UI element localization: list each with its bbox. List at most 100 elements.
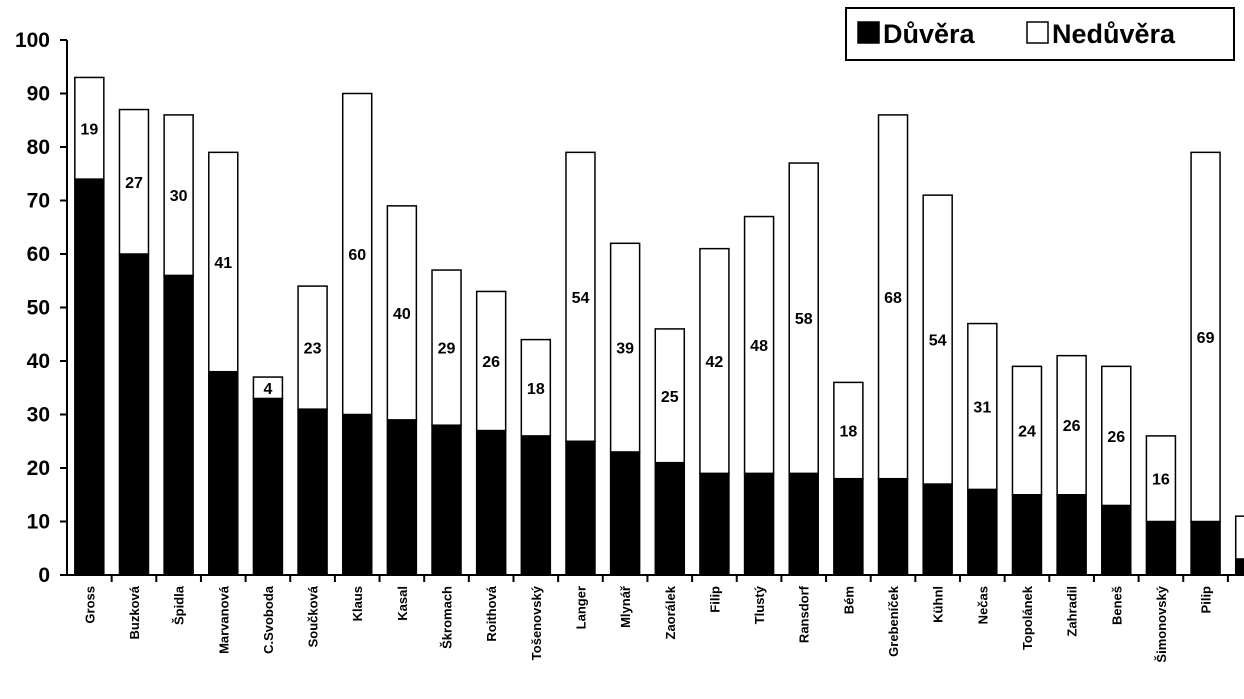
- data-label-neduvera: 69: [1197, 330, 1215, 347]
- data-label-neduvera: 26: [482, 354, 500, 371]
- bar-neduvera: [386, 205, 418, 421]
- x-tick-label: Buzková: [127, 585, 142, 639]
- data-label-neduvera: 19: [80, 121, 98, 138]
- bar-duvera: [922, 483, 953, 576]
- x-tick-label: Gross: [82, 586, 97, 624]
- x-tick-label: Topolánek: [1020, 585, 1035, 650]
- y-tick-label: 10: [27, 511, 50, 534]
- bar-duvera: [788, 472, 819, 576]
- y-tick-label: 90: [27, 83, 50, 106]
- bar-duvera: [386, 419, 418, 576]
- bar-duvera: [1011, 494, 1043, 576]
- data-label-neduvera: 18: [527, 381, 545, 398]
- bar-neduvera: [654, 328, 686, 464]
- bar-neduvera: [118, 108, 150, 255]
- bar-duvera: [1056, 494, 1087, 576]
- x-tick-label: Tlustý: [752, 585, 767, 624]
- data-label-neduvera: 16: [1152, 472, 1170, 489]
- x-tick-label: Marvanová: [216, 585, 231, 654]
- x-tick-label: Šimonovský: [1154, 585, 1169, 662]
- data-label-neduvera: 48: [750, 338, 768, 355]
- bar-neduvera: [1145, 435, 1177, 523]
- legend: Důvěra Nedůvěra: [845, 7, 1235, 61]
- bar-neduvera: [922, 194, 953, 485]
- x-tick-label: Kühnl: [931, 586, 946, 623]
- x-tick-label: Škromach: [440, 586, 455, 649]
- bar-duvera: [565, 440, 596, 576]
- x-tick-label: Pilip: [1199, 586, 1214, 614]
- bar-neduvera: [252, 376, 284, 400]
- bar-neduvera: [341, 92, 373, 416]
- bar-duvera: [609, 451, 641, 576]
- x-tick-label: Tošenovský: [529, 585, 544, 660]
- data-label-neduvera: 25: [661, 389, 679, 406]
- bar-neduvera: [1011, 365, 1043, 496]
- bar-duvera: [743, 472, 775, 576]
- data-label-neduvera: 40: [393, 306, 411, 323]
- bar-neduvera: [297, 285, 328, 410]
- data-label-neduvera: 54: [929, 333, 947, 350]
- bar-duvera: [1145, 520, 1177, 576]
- bar-neduvera: [74, 76, 105, 180]
- bar-neduvera: [1101, 365, 1132, 507]
- data-label-neduvera: 29: [438, 341, 456, 358]
- bar-neduvera: [475, 290, 507, 432]
- axes-layer: [60, 39, 1244, 582]
- legend-swatch-neduvera: [1026, 21, 1049, 44]
- bar-duvera: [967, 488, 998, 576]
- data-label-neduvera: 4: [263, 381, 272, 398]
- x-tick-label: Zaorálek: [663, 585, 678, 639]
- bar-duvera: [654, 461, 686, 576]
- y-tick-label: 0: [38, 564, 50, 587]
- data-label-neduvera: 68: [884, 290, 902, 307]
- data-label-neduvera: 26: [1107, 429, 1125, 446]
- bar-duvera: [118, 253, 150, 576]
- bars-layer: [74, 76, 1244, 576]
- data-label-neduvera: 31: [973, 399, 991, 416]
- bar-duvera: [475, 429, 507, 576]
- bar-neduvera: [431, 269, 462, 426]
- bar-neduvera: [743, 215, 775, 475]
- data-label-neduvera: 54: [572, 290, 590, 307]
- data-label-neduvera: 26: [1063, 418, 1081, 435]
- data-label-neduvera: 30: [170, 188, 188, 205]
- bar-neduvera: [877, 114, 909, 480]
- bar-duvera: [74, 178, 105, 576]
- bar-duvera: [520, 435, 552, 576]
- y-tick-label: 50: [27, 297, 50, 320]
- y-tick-label: 20: [27, 457, 50, 480]
- bar-duvera: [699, 472, 730, 576]
- data-label-neduvera: 60: [348, 247, 366, 264]
- x-tick-label: Klaus: [350, 586, 365, 621]
- bar-neduvera: [163, 114, 194, 277]
- bar-neduvera: [1056, 354, 1087, 496]
- x-tick-label: Kasal: [395, 586, 410, 621]
- data-label-neduvera: 18: [839, 424, 857, 441]
- bar-neduvera: [1190, 151, 1221, 523]
- bar-duvera: [297, 408, 328, 576]
- y-tick-label: 30: [27, 404, 50, 427]
- bar-neduvera: [1234, 515, 1244, 560]
- legend-swatch-duvera: [857, 21, 880, 44]
- x-tick-label: Mlynář: [618, 585, 633, 628]
- y-tick-label: 40: [27, 350, 50, 373]
- bar-duvera: [341, 413, 373, 576]
- bar-duvera: [163, 274, 194, 576]
- bar-duvera: [1101, 504, 1132, 576]
- bar-duvera: [1234, 558, 1244, 576]
- bar-neduvera: [609, 242, 641, 453]
- y-tick-label: 100: [15, 29, 50, 52]
- data-label-neduvera: 24: [1018, 424, 1036, 441]
- bar-neduvera: [699, 247, 730, 475]
- x-tick-label: Ransdorf: [797, 585, 812, 643]
- bar-neduvera: [788, 162, 819, 475]
- data-label-neduvera: 23: [304, 341, 322, 358]
- x-tick-label: Bém: [841, 586, 856, 614]
- x-tick-label: Grebeníček: [886, 585, 901, 657]
- bar-duvera: [877, 477, 909, 576]
- x-tick-label: Langer: [573, 586, 588, 629]
- x-tick-label: Špidla: [172, 585, 187, 625]
- x-tick-label: Filip: [707, 586, 722, 613]
- legend-label-duvera: Důvěra: [883, 19, 976, 49]
- x-tick-label: Beneš: [1109, 586, 1124, 625]
